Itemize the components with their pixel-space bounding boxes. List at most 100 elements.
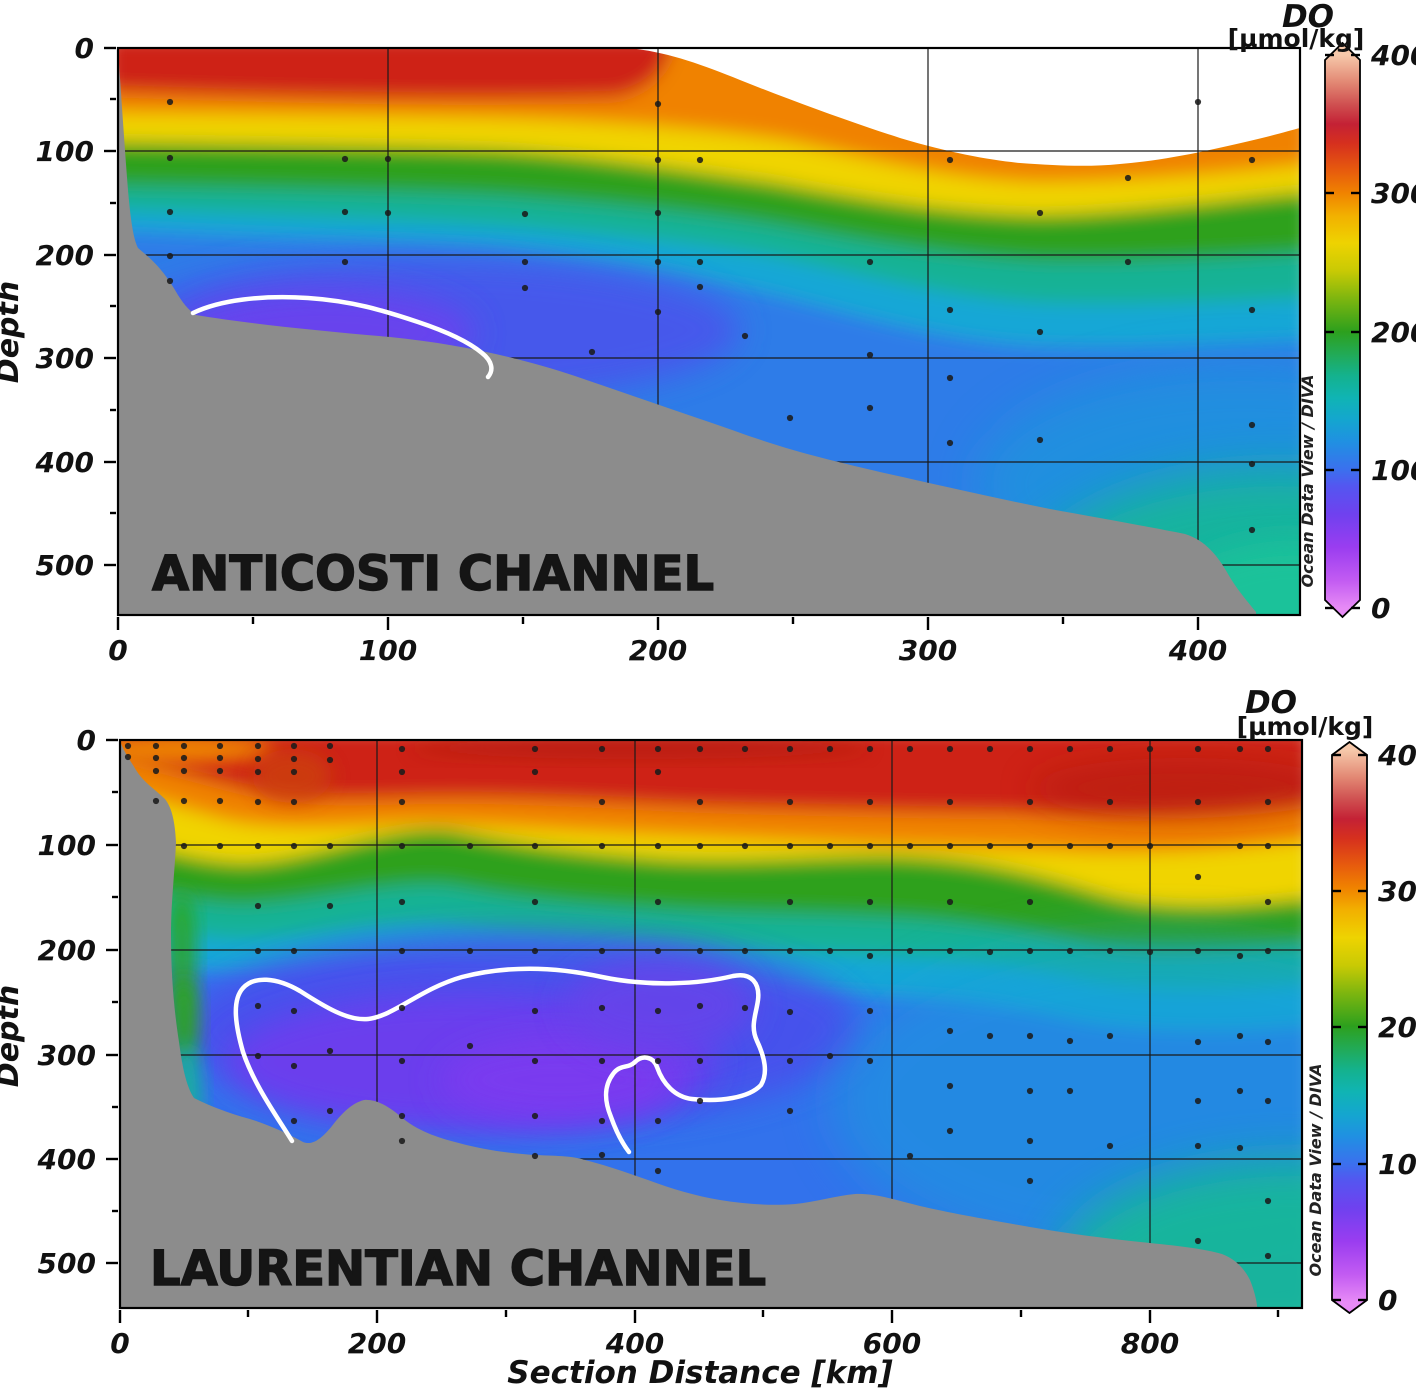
station-dot <box>866 898 874 906</box>
y-tick-label: 200 <box>38 934 96 967</box>
anticosti-title: ANTICOSTI CHANNEL <box>152 546 714 602</box>
station-dot <box>341 208 349 216</box>
station-dot <box>866 1057 874 1065</box>
station-dot <box>1264 745 1272 753</box>
station-dot <box>124 742 132 750</box>
station-dot <box>166 154 174 162</box>
station-dot <box>986 948 994 956</box>
y-tick-label: 100 <box>38 829 96 862</box>
station-dot <box>1264 1252 1272 1260</box>
station-dot <box>1026 1032 1034 1040</box>
colorbar-ticks <box>1332 753 1367 1302</box>
station-dot <box>1194 1237 1202 1245</box>
station-dot <box>946 156 954 164</box>
anticosti-colorbar: 400 300 200 100 0 DO [µmol/kg] Ocean Data Vi… <box>1228 0 1416 625</box>
station-dot <box>1264 1097 1272 1105</box>
station-dot <box>866 745 874 753</box>
station-dot <box>1236 842 1244 850</box>
station-dot <box>1106 798 1114 806</box>
station-dot <box>1146 842 1154 850</box>
field-blob <box>1165 540 1300 615</box>
station-dot <box>1146 948 1154 956</box>
station-dot <box>254 755 262 763</box>
station-dot <box>906 745 914 753</box>
colorbar-tick-label: 400 <box>1377 739 1416 772</box>
station-dot <box>946 374 954 382</box>
station-dot <box>1194 1097 1202 1105</box>
station-dot <box>1026 1177 1034 1185</box>
station-dot <box>946 798 954 806</box>
station-dot <box>531 898 539 906</box>
station-dot <box>290 842 298 850</box>
colorbar-units: [µmol/kg] <box>1237 712 1374 741</box>
station-dot <box>254 1002 262 1010</box>
laurentian-station-dots <box>124 742 1272 1260</box>
station-dot <box>290 1117 298 1125</box>
colorbar-tick-labels: 400 300 200 100 0 <box>1377 739 1416 1317</box>
x-axis-label: Section Distance [km] <box>507 1355 892 1391</box>
station-dot <box>654 100 662 108</box>
station-dot <box>531 1057 539 1065</box>
station-dot <box>1264 842 1272 850</box>
station-dot <box>696 156 704 164</box>
station-dot <box>741 1004 749 1012</box>
x-tick-label: 300 <box>899 634 957 667</box>
station-dot <box>254 902 262 910</box>
station-dot <box>906 1152 914 1160</box>
colorbar-ticks <box>1325 53 1360 610</box>
station-dot <box>1236 1087 1244 1095</box>
station-dot <box>466 1042 474 1050</box>
station-dot <box>1264 1038 1272 1046</box>
station-dot <box>398 898 406 906</box>
station-dot <box>826 947 834 955</box>
station-dot <box>654 768 662 776</box>
station-dot <box>398 1057 406 1065</box>
station-dot <box>1194 947 1202 955</box>
station-dot <box>290 798 298 806</box>
station-dot <box>254 947 262 955</box>
y-tick-label: 0 <box>77 724 96 757</box>
x-tick-label: 0 <box>110 1327 129 1360</box>
station-dot <box>531 745 539 753</box>
station-dot <box>1066 745 1074 753</box>
station-dot <box>216 742 224 750</box>
station-dot <box>290 1062 298 1070</box>
station-dot <box>1248 460 1256 468</box>
station-dot <box>741 332 749 340</box>
station-dot <box>1066 1087 1074 1095</box>
station-dot <box>326 1107 334 1115</box>
laurentian-colorbar: 400 300 200 100 0 DO [µmol/kg] Ocean Data Vi… <box>1237 685 1416 1317</box>
station-dot <box>254 1052 262 1060</box>
station-dot <box>866 258 874 266</box>
field-blob <box>120 740 275 763</box>
station-dot <box>341 155 349 163</box>
station-dot <box>531 1007 539 1015</box>
colorbar-tick-label: 0 <box>1371 592 1390 625</box>
station-dot <box>654 1117 662 1125</box>
y-tick-label: 400 <box>37 1143 96 1176</box>
station-dot <box>654 1057 662 1065</box>
field-band <box>120 740 1302 816</box>
station-dot <box>1264 898 1272 906</box>
y-tick-label: 200 <box>36 239 94 272</box>
anticosti-station-dots <box>166 98 1256 534</box>
station-dot <box>326 1047 334 1055</box>
station-dot <box>1026 898 1034 906</box>
station-dot <box>786 842 794 850</box>
colorbar-units: [µmol/kg] <box>1228 24 1365 53</box>
station-dot <box>1026 1087 1034 1095</box>
station-dot <box>1264 1197 1272 1205</box>
station-dot <box>786 898 794 906</box>
station-dot <box>180 797 188 805</box>
station-dot <box>398 745 406 753</box>
station-dot <box>216 767 224 775</box>
station-dot <box>1264 798 1272 806</box>
station-dot <box>946 947 954 955</box>
station-dot <box>866 1007 874 1015</box>
station-dot <box>531 947 539 955</box>
station-dot <box>906 842 914 850</box>
station-dot <box>531 768 539 776</box>
station-dot <box>598 798 606 806</box>
station-dot <box>326 842 334 850</box>
